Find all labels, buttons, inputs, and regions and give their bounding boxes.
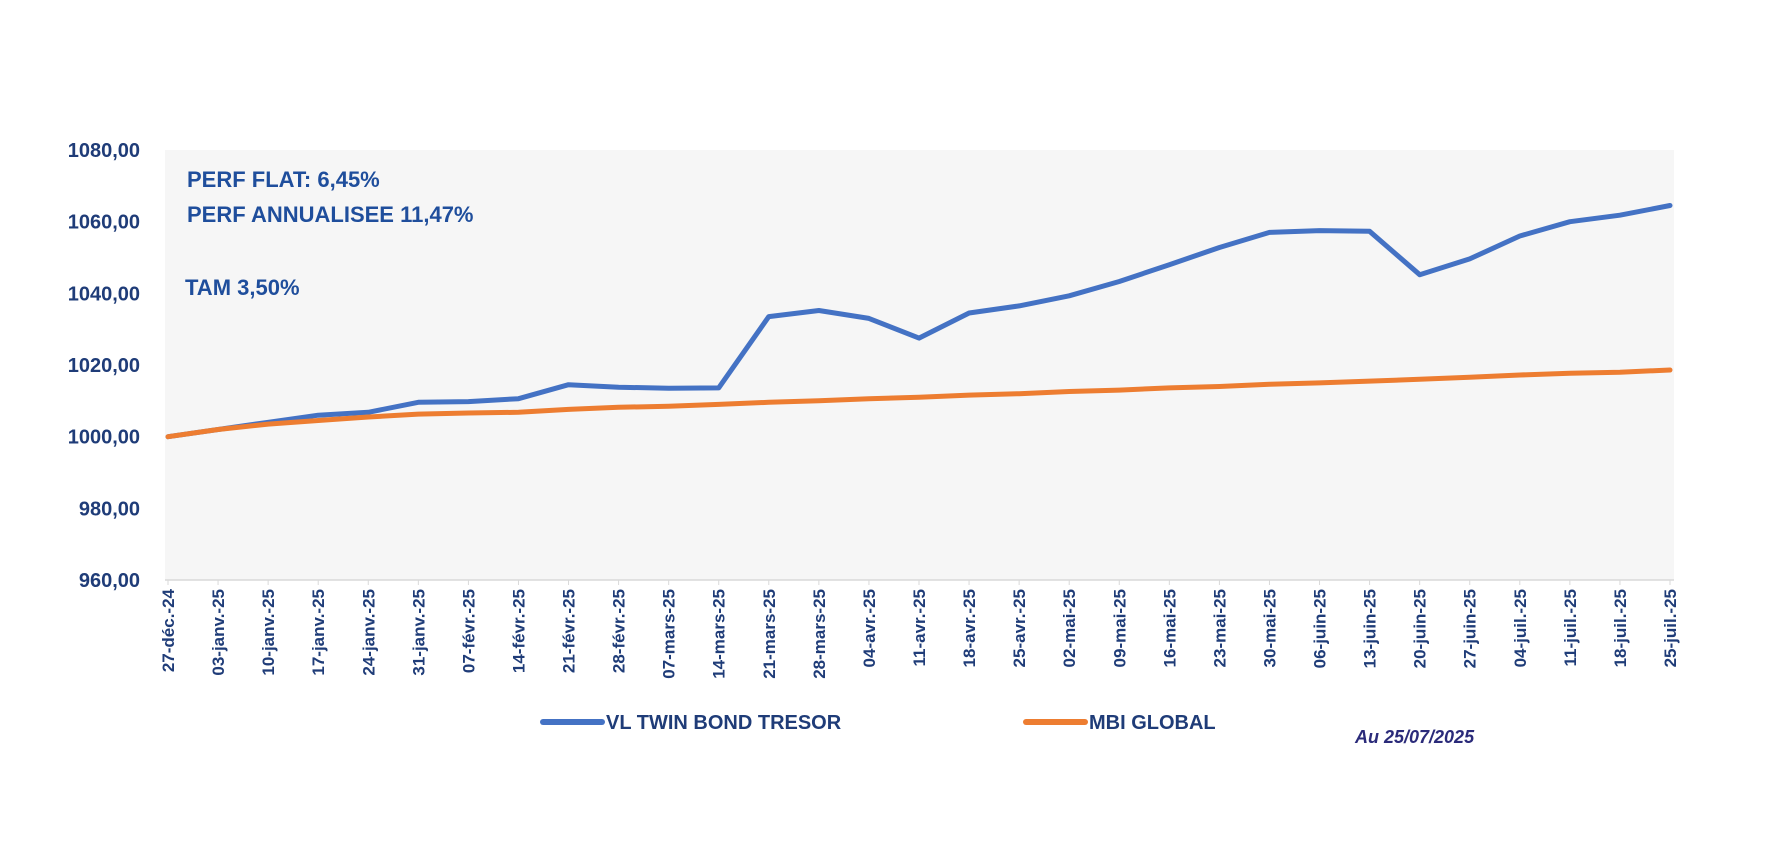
x-tick-label: 30-mai-25 xyxy=(1260,589,1279,667)
x-tick-label: 10-janv.-25 xyxy=(259,589,278,676)
perf-flat-annotation: PERF FLAT: 6,45% xyxy=(187,167,380,192)
x-tick-label: 09-mai-25 xyxy=(1110,589,1129,667)
legend-item-twin-bond: VL TWIN BOND TRESOR xyxy=(540,712,842,734)
x-tick-label: 28-févr.-25 xyxy=(610,589,629,673)
y-axis-ticks: 960,00 980,00 1000,00 1020,00 1040,00 1060,00… xyxy=(68,140,140,592)
series-line-mbi-global xyxy=(165,367,1673,440)
x-tick-label: 23-mai-25 xyxy=(1210,589,1229,667)
x-tick-label: 14-févr.-25 xyxy=(509,589,528,673)
x-tick-label: 11-juil.-25 xyxy=(1561,589,1580,666)
series-lines xyxy=(165,203,1673,440)
y-tick-label: 1020,00 xyxy=(68,355,140,377)
x-tick-label: 21-mars-25 xyxy=(760,589,779,679)
y-tick-label: 1040,00 xyxy=(68,283,140,305)
y-tick-label: 980,00 xyxy=(79,498,140,520)
x-tick-label: 25-avr.-25 xyxy=(1010,589,1029,667)
x-tick-label: 04-juil.-25 xyxy=(1511,589,1530,667)
x-tick-label: 06-juin-25 xyxy=(1311,589,1330,668)
tam-annotation: TAM 3,50% xyxy=(185,275,300,300)
x-tick-label: 21-févr.-25 xyxy=(560,589,579,673)
x-tick-label: 11-avr.-25 xyxy=(910,589,929,667)
x-tick-label: 27-juin-25 xyxy=(1461,589,1480,668)
x-tick-label: 28-mars-25 xyxy=(810,589,829,679)
legend-item-mbi-global: MBI GLOBAL xyxy=(1023,712,1216,734)
x-tick-label: 25-juil.-25 xyxy=(1661,589,1680,667)
legend-label-mbi-global: MBI GLOBAL xyxy=(1089,712,1216,734)
y-tick-label: 1060,00 xyxy=(68,212,140,234)
x-tick-label: 27-déc.-24 xyxy=(159,588,178,672)
x-tick-label: 31-janv.-25 xyxy=(409,589,428,676)
x-tick-label: 16-mai-25 xyxy=(1160,589,1179,667)
x-tick-label: 13-juin-25 xyxy=(1361,589,1380,668)
x-tick-label: 17-janv.-25 xyxy=(309,589,328,676)
x-tick-label: 24-janv.-25 xyxy=(359,589,378,676)
y-tick-label: 1000,00 xyxy=(68,427,140,449)
x-tick-label: 14-mars-25 xyxy=(710,589,729,679)
y-tick-label: 960,00 xyxy=(79,570,140,592)
legend-label-twin-bond: VL TWIN BOND TRESOR xyxy=(606,712,842,734)
x-tick-label: 20-juin-25 xyxy=(1411,589,1430,668)
y-tick-label: 1080,00 xyxy=(68,140,140,162)
as-of-date: Au 25/07/2025 xyxy=(1354,727,1475,747)
x-axis-ticks: 27-déc.-24 03-janv.-25 10-janv.-25 17-janv.… xyxy=(159,580,1680,679)
x-tick-label: 07-mars-25 xyxy=(660,589,679,679)
x-tick-label: 18-avr.-25 xyxy=(960,589,979,667)
x-tick-label: 07-févr.-25 xyxy=(459,589,478,673)
series-line-vl-twin-bond-tresor xyxy=(165,203,1673,440)
legend: VL TWIN BOND TRESOR MBI GLOBAL xyxy=(540,712,1216,734)
plot-background xyxy=(165,150,1674,580)
x-tick-label: 02-mai-25 xyxy=(1060,589,1079,667)
x-tick-label: 04-avr.-25 xyxy=(860,589,879,667)
perf-annualisee-annotation: PERF ANNUALISEE 11,47% xyxy=(187,202,474,227)
x-tick-label: 18-juil.-25 xyxy=(1611,589,1630,667)
x-tick-label: 03-janv.-25 xyxy=(209,589,228,676)
